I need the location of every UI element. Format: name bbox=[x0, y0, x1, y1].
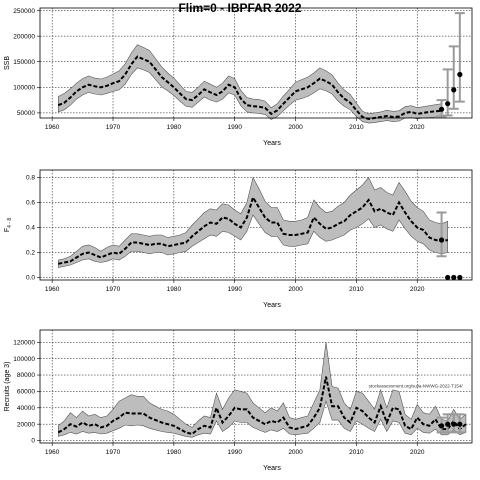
x-tick-label: 2000 bbox=[288, 286, 303, 293]
x-tick-label: 1960 bbox=[45, 124, 60, 131]
median-line bbox=[57, 376, 467, 436]
x-tick-label: 2000 bbox=[288, 449, 303, 456]
projection-point bbox=[445, 101, 451, 107]
projection-point bbox=[438, 423, 445, 429]
y-tick-label: 120000 bbox=[13, 339, 35, 346]
y-axis-label: Recruits (age 3) bbox=[4, 362, 11, 412]
y-tick-label: 0.8 bbox=[26, 175, 35, 182]
y-tick-label: 100000 bbox=[13, 85, 35, 92]
projection-point bbox=[445, 274, 451, 281]
y-tick-label: 0.0 bbox=[26, 275, 35, 282]
projection-point bbox=[438, 106, 445, 112]
y-tick-label: 0.4 bbox=[26, 225, 35, 232]
x-tick-label: 2020 bbox=[410, 286, 425, 293]
projection-point bbox=[457, 421, 463, 427]
x-tick-label: 2010 bbox=[349, 124, 364, 131]
y-axis-label: F4 - 8 bbox=[4, 218, 13, 233]
x-tick-label: 1970 bbox=[106, 124, 121, 131]
y-axis-label-subscript: 4 - 8 bbox=[7, 218, 13, 228]
x-tick-label: 1990 bbox=[227, 124, 242, 131]
y-tick-label: 60000 bbox=[17, 389, 35, 396]
x-tick-label: 1960 bbox=[45, 449, 60, 456]
projection-point bbox=[438, 237, 445, 243]
x-tick-label: 2010 bbox=[349, 449, 364, 456]
x-tick-label: 1970 bbox=[106, 286, 121, 293]
y-tick-label: 200000 bbox=[13, 33, 35, 40]
confidence-band bbox=[58, 342, 467, 438]
confidence-band bbox=[58, 44, 442, 124]
median-line bbox=[58, 195, 448, 265]
x-tick-label: 1990 bbox=[227, 449, 242, 456]
x-axis-label: Years bbox=[263, 465, 281, 472]
plot-frame bbox=[39, 7, 473, 119]
y-tick-label: 0.2 bbox=[26, 250, 35, 257]
plot-frame bbox=[39, 169, 473, 281]
chart-panel-1: 1960 1970 1980 1990 2000 2010 2020 50000 100000 1… bbox=[4, 7, 473, 147]
projection-point bbox=[451, 421, 457, 427]
projection-point bbox=[451, 274, 457, 281]
x-tick-label: 1980 bbox=[167, 286, 182, 293]
projection-point bbox=[457, 71, 463, 78]
x-tick-label: 1960 bbox=[45, 286, 60, 293]
x-tick-label: 2000 bbox=[288, 124, 303, 131]
median-line bbox=[57, 55, 442, 121]
x-tick-label: 2010 bbox=[349, 286, 364, 293]
y-tick-label: 20000 bbox=[17, 421, 35, 428]
x-tick-label: 2020 bbox=[410, 124, 425, 131]
projection-point bbox=[457, 274, 463, 281]
y-axis-label: SSB bbox=[4, 56, 11, 70]
y-tick-label: 0 bbox=[31, 438, 35, 445]
x-tick-label: 2020 bbox=[410, 449, 425, 456]
y-tick-label: 150000 bbox=[13, 59, 35, 66]
projection-point bbox=[445, 421, 451, 427]
y-tick-label: 100000 bbox=[13, 356, 35, 363]
y-tick-label: 80000 bbox=[17, 372, 35, 379]
x-axis-label: Years bbox=[263, 140, 281, 147]
x-tick-label: 1980 bbox=[167, 124, 182, 131]
y-tick-label: 250000 bbox=[13, 8, 35, 15]
chart-panel-2: 1960 1970 1980 1990 2000 2010 2020 0.0 0.2 0.4 0.6… bbox=[4, 169, 473, 309]
x-axis-label: Years bbox=[263, 302, 281, 309]
y-tick-label: 40000 bbox=[17, 405, 35, 412]
panel-note: stockassessment.org/sulia-NWWG-2022-T154… bbox=[369, 383, 464, 388]
confidence-band bbox=[58, 176, 448, 268]
plot-frame bbox=[39, 329, 473, 444]
x-tick-label: 1980 bbox=[167, 449, 182, 456]
projection-point bbox=[451, 87, 457, 93]
y-tick-label: 0.6 bbox=[26, 200, 35, 207]
chart-panel-3: stockassessment.org/sulia-NWWG-2022-T154… bbox=[4, 329, 473, 472]
y-tick-label: 50000 bbox=[17, 110, 35, 117]
x-tick-label: 1990 bbox=[227, 286, 242, 293]
x-tick-label: 1970 bbox=[106, 449, 121, 456]
